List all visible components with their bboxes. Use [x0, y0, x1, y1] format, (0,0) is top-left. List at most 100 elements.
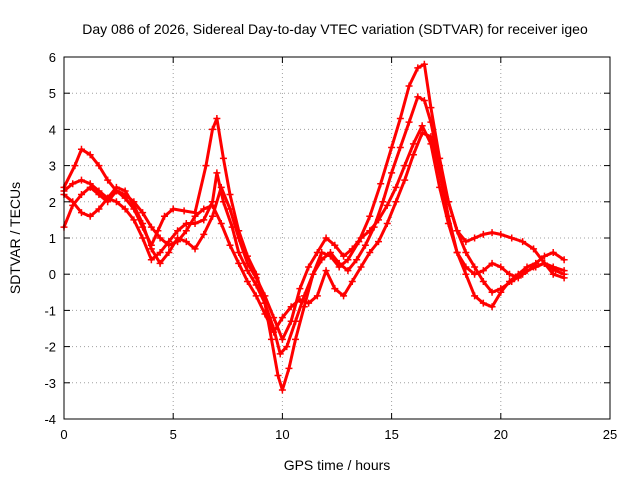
data-point-pass-3 — [252, 292, 260, 300]
y-tick-label: 0 — [49, 267, 56, 282]
data-point-pass-3 — [165, 241, 173, 249]
data-point-pass-4 — [532, 263, 540, 271]
data-point-pass-2 — [300, 292, 308, 300]
data-point-pass-1 — [366, 212, 374, 220]
data-point-pass-2 — [436, 162, 444, 170]
data-point-pass-4 — [436, 183, 444, 191]
data-point-pass-4 — [130, 201, 138, 209]
data-point-pass-4 — [383, 201, 391, 209]
data-point-pass-2 — [414, 93, 422, 101]
data-point-pass-1 — [226, 191, 234, 199]
data-point-pass-2 — [182, 220, 190, 228]
data-point-pass-4 — [95, 205, 103, 213]
data-point-pass-3 — [427, 133, 435, 141]
data-point-pass-2 — [453, 227, 461, 235]
data-point-pass-3 — [383, 220, 391, 228]
data-point-pass-3 — [77, 191, 85, 199]
data-point-pass-4 — [392, 183, 400, 191]
chart-title: Day 086 of 2026, Sidereal Day-to-day VTE… — [82, 21, 588, 37]
data-point-pass-2 — [335, 259, 343, 267]
data-point-pass-1 — [414, 64, 422, 72]
data-point-pass-3 — [287, 303, 295, 311]
data-point-pass-3 — [436, 169, 444, 177]
data-point-pass-4 — [209, 212, 217, 220]
data-point-pass-2 — [121, 205, 129, 213]
data-point-pass-2 — [479, 277, 487, 285]
data-point-pass-4 — [287, 317, 295, 325]
data-point-pass-4 — [226, 205, 234, 213]
data-point-pass-3 — [357, 263, 365, 271]
data-point-pass-2 — [147, 256, 155, 264]
data-point-pass-1 — [86, 151, 94, 159]
y-tick-label: 6 — [49, 50, 56, 65]
data-point-pass-3 — [549, 248, 557, 256]
data-point-pass-2 — [370, 223, 378, 231]
data-point-pass-4 — [174, 234, 182, 242]
data-point-pass-2 — [69, 180, 77, 188]
data-point-pass-4 — [549, 270, 557, 278]
y-tick-label: -2 — [44, 340, 56, 355]
data-point-pass-2 — [488, 288, 496, 296]
data-point-pass-1 — [300, 303, 308, 311]
data-point-pass-4 — [427, 140, 435, 148]
data-point-pass-4 — [217, 183, 225, 191]
data-point-pass-3 — [235, 259, 243, 267]
data-point-pass-2 — [420, 96, 428, 104]
data-point-pass-3 — [191, 212, 199, 220]
data-point-pass-2 — [139, 234, 147, 242]
series-line-pass-4 — [62, 124, 566, 341]
data-point-pass-3 — [392, 198, 400, 206]
data-point-pass-1 — [497, 230, 505, 238]
data-point-pass-2 — [462, 248, 470, 256]
data-point-pass-4 — [331, 241, 339, 249]
data-point-pass-4 — [523, 267, 531, 275]
data-point-pass-3 — [200, 205, 208, 213]
x-tick-label: 25 — [603, 427, 617, 442]
data-point-pass-1 — [267, 335, 275, 343]
x-tick-label: 5 — [170, 427, 177, 442]
data-point-pass-4 — [462, 263, 470, 271]
data-point-pass-1 — [436, 154, 444, 162]
data-point-pass-3 — [366, 248, 374, 256]
data-point-pass-4 — [514, 274, 522, 282]
data-point-pass-3 — [217, 220, 225, 228]
data-point-pass-2 — [444, 198, 452, 206]
data-point-pass-1 — [462, 238, 470, 246]
data-point-pass-2 — [213, 169, 221, 177]
data-point-pass-3 — [479, 299, 487, 307]
data-point-pass-3 — [444, 212, 452, 220]
data-point-pass-2 — [309, 270, 317, 278]
series-line-pass-3 — [62, 131, 566, 334]
data-point-pass-3 — [270, 328, 278, 336]
data-point-pass-2 — [353, 256, 361, 264]
data-point-pass-4 — [506, 270, 514, 278]
data-point-pass-2 — [200, 216, 208, 224]
data-point-pass-4 — [191, 245, 199, 253]
data-point-pass-4 — [69, 198, 77, 206]
data-point-pass-1 — [551, 267, 559, 275]
data-point-pass-3 — [305, 299, 313, 307]
data-point-pass-2 — [318, 256, 326, 264]
data-point-pass-4 — [471, 270, 479, 278]
data-point-pass-3 — [471, 292, 479, 300]
data-point-pass-1 — [479, 230, 487, 238]
data-point-pass-2 — [252, 281, 260, 289]
data-point-pass-3 — [374, 238, 382, 246]
data-point-pass-2 — [261, 299, 269, 307]
data-point-pass-3 — [488, 303, 496, 311]
y-tick-label: 1 — [49, 231, 56, 246]
data-point-pass-1 — [471, 234, 479, 242]
data-point-pass-3 — [497, 288, 505, 296]
data-point-pass-4 — [418, 122, 426, 130]
data-point-pass-1 — [292, 335, 300, 343]
data-point-pass-1 — [278, 386, 286, 394]
data-point-pass-2 — [276, 350, 284, 358]
data-point-pass-1 — [71, 162, 79, 170]
data-point-pass-2 — [549, 263, 557, 271]
data-point-pass-4 — [104, 194, 112, 202]
data-point-pass-3 — [540, 252, 548, 260]
data-point-pass-4 — [270, 314, 278, 322]
data-point-pass-1 — [95, 162, 103, 170]
data-point-pass-1 — [209, 125, 217, 133]
